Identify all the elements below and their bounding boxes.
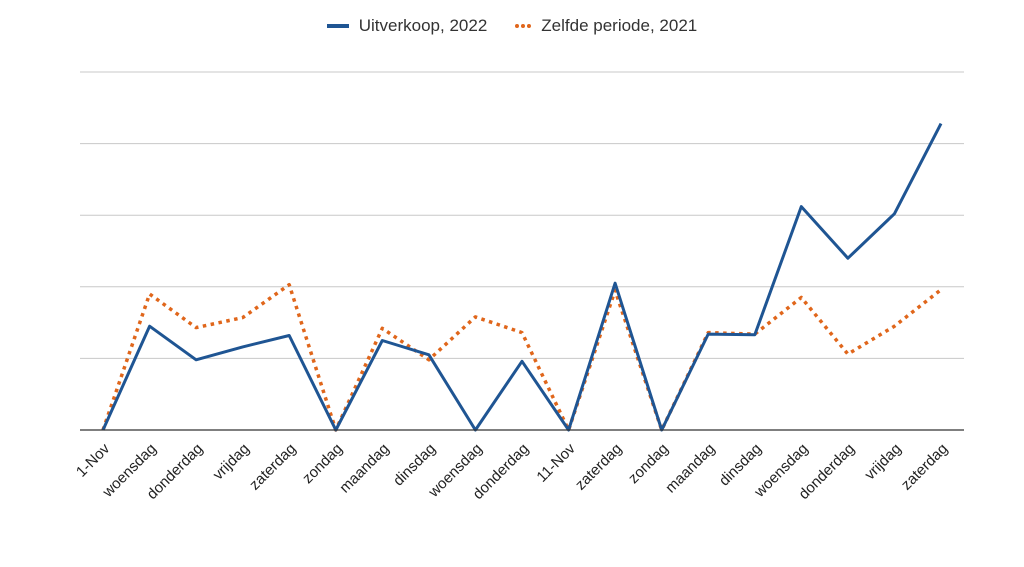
legend-swatch-series-b bbox=[515, 24, 532, 28]
legend-item-series-b: Zelfde periode, 2021 bbox=[515, 16, 697, 36]
series-line-zelfde-periode-2021 bbox=[101, 282, 943, 432]
legend-swatch-series-a bbox=[326, 24, 349, 28]
series-lines bbox=[101, 122, 943, 432]
x-tick-label: vrijdag bbox=[210, 440, 253, 483]
x-tick-label: zondag bbox=[299, 440, 346, 487]
x-tick-label: zaterdag bbox=[572, 440, 625, 493]
series-line-uitverkoop-2022 bbox=[101, 122, 943, 432]
x-tick-label: maandag bbox=[662, 440, 718, 496]
legend-label-series-a: Uitverkoop, 2022 bbox=[358, 16, 488, 35]
legend-label-series-b: Zelfde periode, 2021 bbox=[541, 16, 698, 35]
x-tick-label: zaterdag bbox=[246, 440, 299, 493]
x-tick-label: zaterdag bbox=[898, 440, 951, 493]
x-tick-label: 1-Nov bbox=[73, 440, 114, 481]
legend-item-series-a: Uitverkoop, 2022 bbox=[326, 16, 488, 36]
x-tick-label: 11-Nov bbox=[533, 440, 579, 486]
x-tick-label: maandag bbox=[336, 440, 392, 496]
x-tick-label: zondag bbox=[625, 440, 672, 487]
x-tick-label: vrijdag bbox=[861, 440, 904, 483]
gridlines bbox=[80, 71, 964, 359]
chart-legend: Uitverkoop, 2022 Zelfde periode, 2021 bbox=[0, 16, 1024, 36]
